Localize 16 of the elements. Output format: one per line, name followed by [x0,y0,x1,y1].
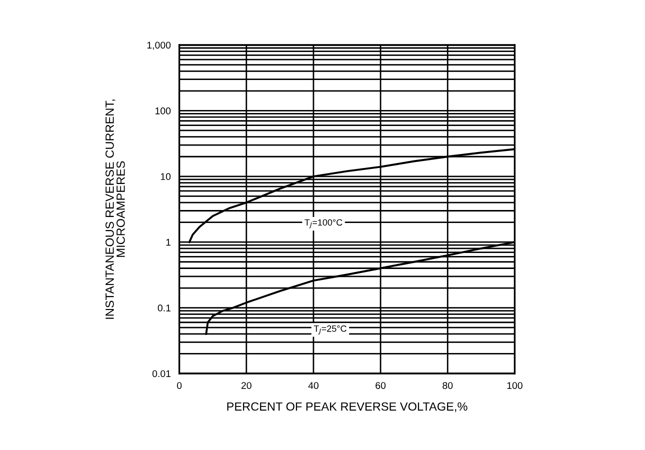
x-tick-label: 60 [376,382,386,389]
x-tick-label: 20 [241,382,252,389]
x-tick-label: 40 [308,382,318,389]
x-axis-title: PERCENT OF PEAK REVERSE VOLTAGE,% [227,402,468,412]
x-tick-label: 80 [442,382,453,389]
x-tick-label: 100 [507,382,522,389]
annotation: T$_{J}$=100°C [304,219,342,228]
y-axis-title: INSTANTANEOUS REVERSE CURRENT, MICROAMPERES [106,100,125,319]
y-tick-label: 1 [166,238,171,246]
y-tick-label: 1,000 [147,42,171,50]
y-tick-label: 0.1 [158,304,171,312]
y-tick-label: 10 [160,173,171,180]
y-tick-label: 0.01 [152,370,171,378]
annotation: T$_{J}$=25°C [314,325,346,334]
y-tick-label: 100 [156,107,171,114]
x-tick-label: 0 [176,382,182,389]
